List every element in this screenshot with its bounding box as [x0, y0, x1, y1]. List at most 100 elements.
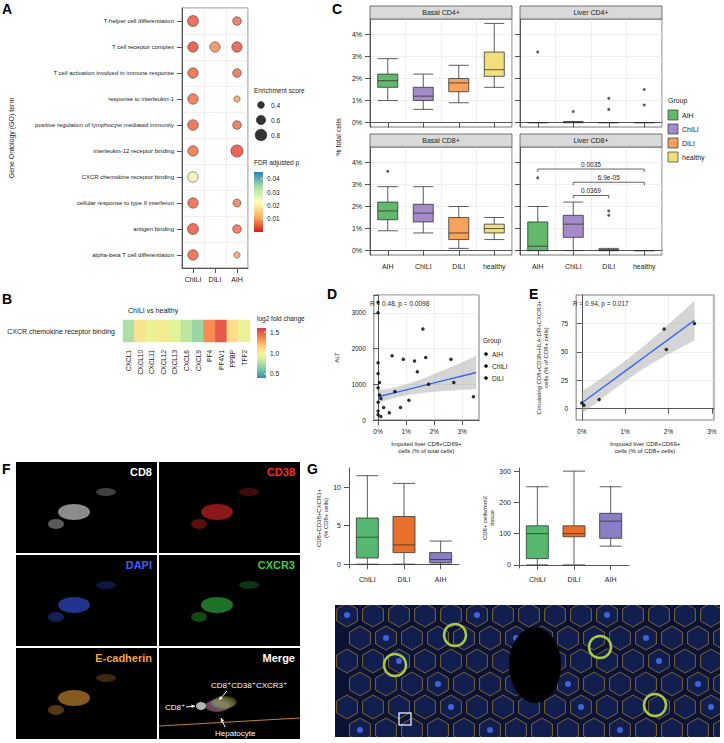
svg-text:1%: 1% — [620, 428, 630, 435]
svg-text:DILI: DILI — [568, 576, 581, 583]
svg-text:PPBP: PPBP — [229, 350, 236, 367]
svg-text:0.01: 0.01 — [267, 215, 280, 222]
svg-text:AIH: AIH — [532, 263, 544, 270]
svg-text:CXCR chemokine receptor bindin: CXCR chemokine receptor binding — [7, 328, 115, 336]
svg-text:alpha-beta T cell differentiat: alpha-beta T cell differentiation — [92, 252, 174, 258]
svg-text:0.03: 0.03 — [267, 189, 280, 196]
svg-text:Enrichment score: Enrichment score — [254, 87, 305, 94]
svg-text:CD8+CD38+CXCR3+: CD8+CD38+CXCR3+ — [316, 488, 322, 547]
svg-text:(% CD8+ cells): (% CD8+ cells) — [323, 498, 329, 538]
svg-text:2%: 2% — [352, 75, 362, 82]
svg-text:4%: 4% — [352, 31, 362, 38]
svg-text:antigen binding: antigen binding — [133, 226, 174, 232]
svg-text:5: 5 — [337, 522, 341, 529]
svg-text:ChILI: ChILI — [359, 576, 376, 583]
svg-text:healthy: healthy — [483, 263, 506, 271]
svg-text:0: 0 — [362, 417, 366, 424]
svg-text:Group: Group — [483, 337, 501, 345]
svg-text:TFF2: TFF2 — [241, 350, 248, 366]
svg-text:1%: 1% — [352, 225, 362, 232]
svg-text:3%: 3% — [352, 53, 362, 60]
svg-text:CXCR chemokine receptor bindin: CXCR chemokine receptor binding — [82, 174, 174, 180]
svg-text:0.6: 0.6 — [271, 117, 280, 124]
svg-text:0: 0 — [507, 561, 511, 568]
svg-text:CXCR3: CXCR3 — [258, 559, 295, 571]
svg-text:0: 0 — [565, 405, 569, 412]
svg-text:cells (% of total cells): cells (% of total cells) — [398, 448, 454, 454]
svg-text:AIH: AIH — [682, 112, 694, 119]
svg-text:10: 10 — [333, 484, 341, 491]
svg-text:0.0035: 0.0035 — [581, 161, 601, 168]
svg-text:PF4: PF4 — [206, 350, 213, 362]
svg-text:0%: 0% — [352, 247, 362, 254]
svg-text:2%: 2% — [664, 428, 674, 435]
svg-text:0.5: 0.5 — [270, 370, 279, 377]
svg-text:Liver CD4+: Liver CD4+ — [573, 9, 608, 16]
svg-text:0.4: 0.4 — [271, 102, 280, 109]
svg-text:0: 0 — [337, 561, 341, 568]
svg-text:CXCL12: CXCL12 — [160, 350, 167, 375]
svg-text:1.5: 1.5 — [270, 329, 279, 336]
svg-text:DILI: DILI — [602, 263, 615, 270]
svg-text:DAPI: DAPI — [126, 559, 152, 571]
svg-text:T cell receptor complex: T cell receptor complex — [112, 44, 174, 50]
svg-text:DILI: DILI — [398, 576, 411, 583]
svg-text:CXCL1: CXCL1 — [125, 350, 132, 371]
svg-text:1.0: 1.0 — [270, 350, 279, 357]
svg-text:CXCL6: CXCL6 — [183, 350, 190, 371]
svg-text:ChILI: ChILI — [185, 276, 202, 283]
svg-text:cells (% of CD8+ cells): cells (% of CD8+ cells) — [543, 327, 549, 388]
svg-text:CD38: CD38 — [267, 466, 295, 478]
svg-text:ALT: ALT — [334, 352, 340, 363]
svg-text:AIH: AIH — [231, 276, 243, 283]
svg-text:Imputed liver CD8+CD69+: Imputed liver CD8+CD69+ — [610, 441, 681, 447]
svg-text:3%: 3% — [707, 428, 717, 435]
svg-text:300: 300 — [499, 468, 511, 475]
svg-text:100: 100 — [499, 530, 511, 537]
svg-text:4%: 4% — [352, 159, 362, 166]
svg-text:0.0369: 0.0369 — [581, 187, 601, 194]
svg-text:ChILI: ChILI — [415, 263, 432, 270]
svg-text:CD8+ cells/mm2: CD8+ cells/mm2 — [482, 495, 488, 540]
svg-text:Imputed liver CD8+CD69+: Imputed liver CD8+CD69+ — [391, 441, 462, 447]
svg-text:2%: 2% — [429, 428, 439, 435]
svg-text:Gene Ontology (GO) term: Gene Ontology (GO) term — [8, 98, 16, 179]
svg-text:DILI: DILI — [492, 375, 504, 382]
svg-text:healthy: healthy — [633, 263, 656, 271]
svg-text:response to interleukin-1: response to interleukin-1 — [108, 96, 174, 102]
svg-text:Basal CD8+: Basal CD8+ — [422, 137, 460, 144]
svg-text:ChILI: ChILI — [529, 576, 546, 583]
svg-text:1%: 1% — [401, 428, 411, 435]
svg-text:Basal CD4+: Basal CD4+ — [422, 9, 460, 16]
svg-text:CXCL11: CXCL11 — [148, 350, 155, 374]
svg-text:CD8: CD8 — [130, 466, 152, 478]
svg-text:AIH: AIH — [382, 263, 394, 270]
svg-text:0.04: 0.04 — [267, 175, 280, 182]
svg-text:1%: 1% — [352, 97, 362, 104]
svg-text:25: 25 — [561, 377, 569, 384]
svg-text:0%: 0% — [577, 428, 587, 435]
svg-text:interleukin-12 receptor bindin: interleukin-12 receptor binding — [93, 148, 174, 154]
svg-text:healthy: healthy — [682, 154, 705, 162]
svg-text:DILI: DILI — [682, 140, 695, 147]
svg-text:1000: 1000 — [351, 381, 366, 388]
svg-text:R = 0.94, p = 0.017: R = 0.94, p = 0.017 — [573, 300, 629, 308]
svg-text:AIH: AIH — [492, 351, 503, 358]
svg-text:0%: 0% — [373, 428, 383, 435]
svg-text:AIH: AIH — [435, 576, 447, 583]
svg-text:3000: 3000 — [351, 309, 366, 316]
svg-text:CD8⁺: CD8⁺ — [165, 703, 185, 712]
svg-text:0.8: 0.8 — [271, 132, 280, 139]
svg-text:Hepatocyte: Hepatocyte — [215, 729, 256, 738]
svg-text:FDR adjusted p: FDR adjusted p — [254, 159, 300, 167]
svg-text:positive regulation of lymphoc: positive regulation of lymphocyte mediat… — [35, 122, 174, 128]
svg-text:ChILI: ChILI — [565, 263, 582, 270]
svg-text:T cell activation involved in: T cell activation involved in immune res… — [53, 70, 174, 76]
svg-text:0%: 0% — [352, 119, 362, 126]
svg-text:DILI: DILI — [452, 263, 465, 270]
svg-text:AIH: AIH — [605, 576, 617, 583]
svg-text:% total cells: % total cells — [335, 118, 342, 156]
svg-text:Merge: Merge — [263, 652, 295, 664]
svg-text:200: 200 — [499, 499, 511, 506]
svg-text:0.02: 0.02 — [267, 202, 280, 209]
